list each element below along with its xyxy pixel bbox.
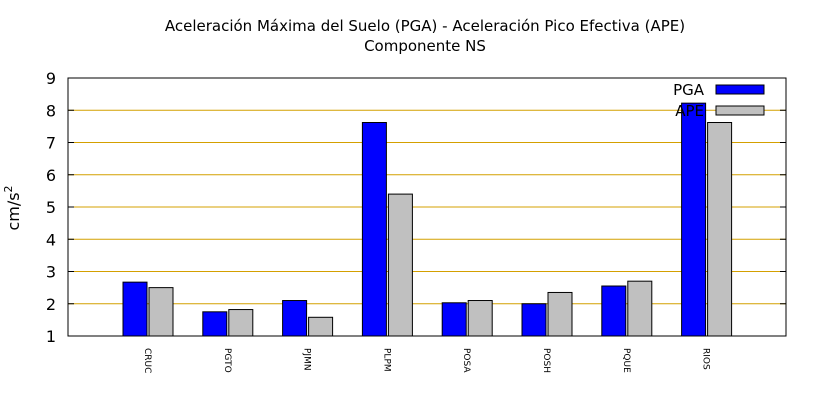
bar-pga-pjmn xyxy=(282,300,308,337)
tick-layer: 1 2 3 4 5 6 7 8 9 CRUC PGTO PJMN PLPM POSA POSH PQUE RIO… xyxy=(46,69,786,373)
x-tick-label: PLPM xyxy=(381,348,391,372)
y-tick-label: 3 xyxy=(46,263,56,282)
bar-pga-pque xyxy=(601,285,627,337)
bar-pga-posa xyxy=(441,302,467,337)
chart-subtitle: Componente NS xyxy=(364,37,486,55)
y-tick-label: 7 xyxy=(46,134,56,153)
y-axis-label-base: cm/s xyxy=(4,192,23,230)
legend-label-ape: APE xyxy=(675,102,704,120)
bar-ape-plpm xyxy=(387,193,413,337)
bar-pga-cruc xyxy=(122,281,148,337)
bar-ape-cruc xyxy=(148,287,174,337)
y-tick-label: 6 xyxy=(46,166,56,185)
svg-text:cm/s2: cm/s2 xyxy=(2,185,23,230)
y-tick-label: 4 xyxy=(46,230,56,249)
bar-ape-pgto xyxy=(228,309,254,337)
bar-pga-posh xyxy=(521,303,547,337)
y-axis-label-exponent: 2 xyxy=(2,185,15,192)
legend-swatch-pga xyxy=(715,84,765,95)
bar-pga-pgto xyxy=(202,311,228,337)
y-tick-label: 9 xyxy=(46,69,56,88)
legend-swatch-ape xyxy=(715,105,765,116)
x-tick-label: PQUE xyxy=(621,348,631,373)
y-tick-label: 2 xyxy=(46,295,56,314)
y-tick-label: 1 xyxy=(46,327,56,346)
x-tick-label: RIOS xyxy=(701,348,711,370)
bar-layer xyxy=(122,102,733,337)
bar-ape-rios xyxy=(707,122,733,337)
bar-ape-posa xyxy=(467,300,493,337)
y-tick-label: 5 xyxy=(46,198,56,217)
bar-ape-pjmn xyxy=(308,316,334,337)
x-tick-label: POSH xyxy=(541,348,551,373)
y-axis-label: cm/s2 xyxy=(2,185,23,230)
x-tick-label: PJMN xyxy=(302,348,312,371)
legend: PGA APE xyxy=(673,81,765,120)
legend-label-pga: PGA xyxy=(673,81,705,99)
bar-pga-plpm xyxy=(361,122,387,337)
x-tick-label: PGTO xyxy=(222,348,232,373)
chart-title: Aceleración Máxima del Suelo (PGA) - Ace… xyxy=(165,17,685,35)
bar-ape-pque xyxy=(627,280,653,337)
bar-ape-posh xyxy=(547,291,573,337)
y-tick-label: 8 xyxy=(46,101,56,120)
bar-pga-rios xyxy=(681,102,707,337)
grid-layer xyxy=(68,109,786,305)
x-tick-label: CRUC xyxy=(142,348,152,373)
x-tick-label: POSA xyxy=(461,348,471,373)
